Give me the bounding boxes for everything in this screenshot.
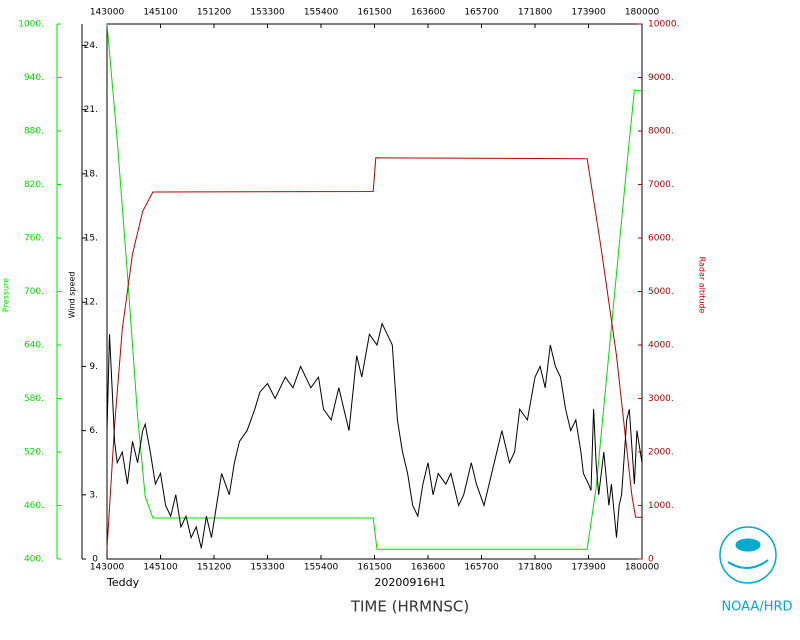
y2ticks-label: 8000. bbox=[648, 127, 674, 137]
x-tick-label: 145100 bbox=[143, 563, 178, 573]
yticks-label: 6. bbox=[89, 426, 98, 436]
y3ticks-label: 400. bbox=[24, 555, 44, 565]
x-tick-label-top: 155400 bbox=[304, 8, 339, 18]
storm-name: Teddy bbox=[106, 576, 140, 589]
y3ticks-label: 880. bbox=[24, 127, 44, 137]
y2ticks-label: 2000. bbox=[648, 448, 674, 458]
y2ticks-label: 0 bbox=[648, 555, 654, 565]
x-tick-label: 155400 bbox=[304, 563, 339, 573]
y3ticks-label: 580. bbox=[24, 394, 44, 404]
pressure-axis-title: Pressure bbox=[2, 278, 11, 312]
x-tick-label-top: 171800 bbox=[518, 8, 553, 18]
x-tick-label-top: 145100 bbox=[143, 8, 178, 18]
flight-id: 20200916H1 bbox=[374, 576, 445, 589]
yticks-label: 21. bbox=[84, 105, 98, 115]
y2ticks-label: 7000. bbox=[648, 180, 674, 190]
yticks-label: 9. bbox=[89, 362, 98, 372]
agency: NOAA/HRD bbox=[721, 600, 792, 615]
yticks-label: 0 bbox=[92, 555, 98, 565]
x-tick-label-top: 143000 bbox=[90, 8, 125, 18]
noaa-logo bbox=[719, 526, 777, 584]
x-tick-label-top: 180000 bbox=[625, 8, 660, 18]
y2ticks-label: 1000. bbox=[648, 501, 674, 511]
x-tick-label: 151200 bbox=[197, 563, 232, 573]
x-tick-label-top: 161500 bbox=[357, 8, 392, 18]
y3ticks-label: 460. bbox=[24, 501, 44, 511]
y2ticks-label: 10000. bbox=[648, 20, 680, 30]
x-tick-label-top: 173900 bbox=[571, 8, 606, 18]
series-line bbox=[106, 157, 642, 549]
series-line bbox=[106, 23, 643, 550]
x-tick-label: 143000 bbox=[90, 563, 125, 573]
x-tick-label: 163600 bbox=[411, 563, 446, 573]
wind-axis-title: Wind speed bbox=[68, 272, 77, 319]
yticks-label: 18. bbox=[84, 169, 98, 179]
yticks-label: 24. bbox=[84, 41, 98, 51]
y3ticks-label: 700. bbox=[24, 287, 44, 297]
x-tick-label-top: 163600 bbox=[411, 8, 446, 18]
y3ticks-label: 820. bbox=[24, 180, 44, 190]
y2ticks-label: 5000. bbox=[648, 287, 674, 297]
x-tick-label: 173900 bbox=[571, 563, 606, 573]
plot-frame bbox=[106, 23, 643, 560]
y2ticks-label: 3000. bbox=[648, 394, 674, 404]
y3ticks-label: 1000. bbox=[18, 20, 44, 30]
series-line bbox=[106, 322, 643, 549]
y3ticks-label: 940. bbox=[24, 73, 44, 83]
y2ticks-label: 6000. bbox=[648, 234, 674, 244]
x-tick-label-top: 165700 bbox=[464, 8, 499, 18]
yticks-label: 12. bbox=[84, 298, 98, 308]
yticks-label: 3. bbox=[89, 490, 98, 500]
x-tick-label: 161500 bbox=[357, 563, 392, 573]
x-axis-title: TIME (HRMNSC) bbox=[350, 598, 469, 616]
yticks-label: 15. bbox=[84, 234, 98, 244]
y2ticks-label: 4000. bbox=[648, 341, 674, 351]
y3ticks-label: 520. bbox=[24, 448, 44, 458]
y3ticks-label: 640. bbox=[24, 341, 44, 351]
y3ticks-label: 760. bbox=[24, 234, 44, 244]
x-tick-label: 180000 bbox=[625, 563, 660, 573]
x-tick-label-top: 153300 bbox=[250, 8, 285, 18]
x-tick-label: 165700 bbox=[464, 563, 499, 573]
x-tick-label: 171800 bbox=[518, 563, 553, 573]
altitude-axis-title: Radar altitude bbox=[698, 257, 707, 314]
x-tick-label: 153300 bbox=[250, 563, 285, 573]
y2ticks-label: 9000. bbox=[648, 73, 674, 83]
x-tick-label-top: 151200 bbox=[197, 8, 232, 18]
